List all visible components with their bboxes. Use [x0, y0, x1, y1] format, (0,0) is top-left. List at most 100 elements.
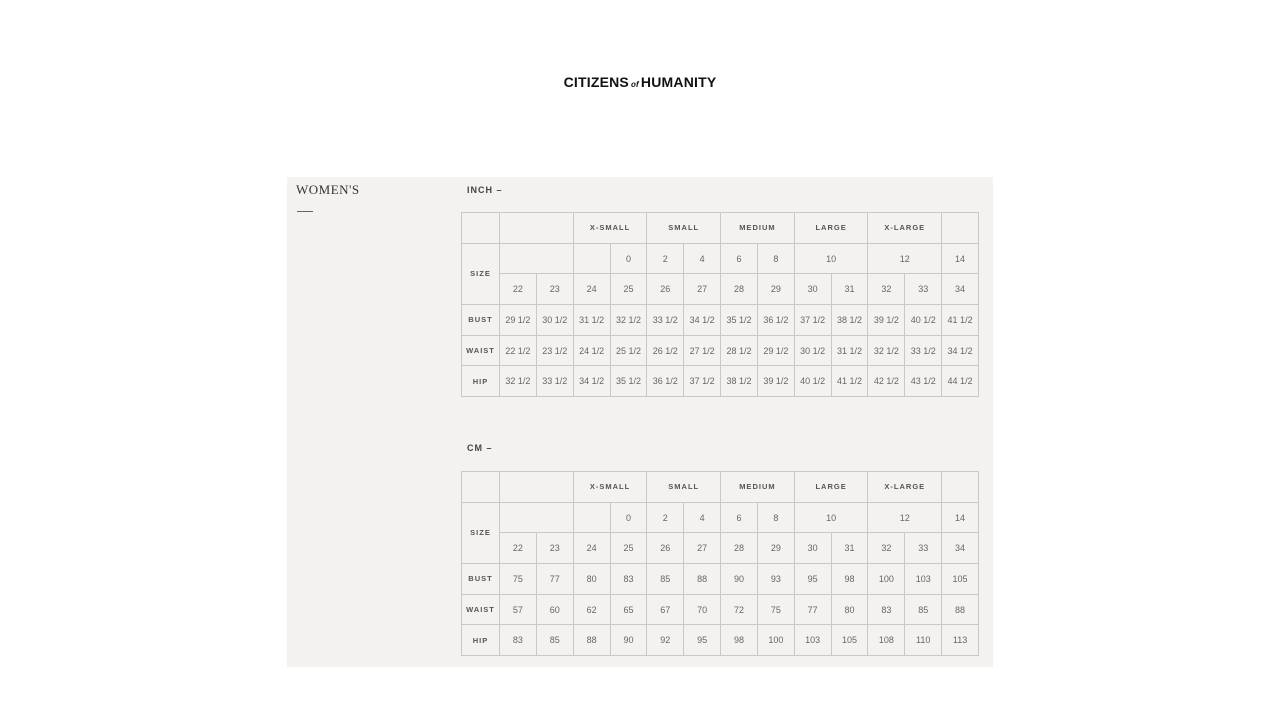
measurement-cell: 25 1/2: [609, 334, 648, 367]
measurement-cell: 31 1/2: [830, 334, 869, 367]
size-table-inch: X-SMALL SMALL MEDIUM LARGE X-LARGE SIZE 0 2 4 6 8 1…: [461, 212, 979, 398]
size-group-header: X-LARGE: [867, 212, 943, 244]
unit-label-cm: CM –: [467, 443, 493, 453]
waist-size-cell: 23: [535, 273, 574, 306]
us-size-cell: 8: [756, 242, 795, 275]
table-row: WAIST 22 1/2 23 1/2 24 1/2 25 1/2 26 1/2 27 1/…: [461, 334, 979, 367]
measurement-cell: 38 1/2: [720, 365, 758, 398]
measurement-cell: 30 1/2: [535, 304, 574, 336]
waist-size-cell: 26: [646, 532, 685, 565]
size-group-header: SMALL: [646, 212, 722, 244]
measurement-cell: 33 1/2: [646, 304, 685, 336]
measurement-cell: 85: [535, 624, 574, 657]
measurement-cell: 43 1/2: [904, 365, 943, 398]
table-row: BUST 29 1/2 30 1/2 31 1/2 32 1/2 33 1/2 34 1/2…: [461, 304, 979, 336]
measurement-cell: 27 1/2: [683, 334, 722, 367]
waist-size-cell: 28: [720, 273, 758, 306]
measurement-cell: 110: [904, 624, 943, 657]
waist-size-cell: 28: [720, 532, 758, 565]
waist-size-cell: 32: [867, 532, 906, 565]
empty-cell: [499, 212, 574, 244]
section-heading: WOMEN'S: [296, 182, 360, 197]
waist-size-cell: 30: [793, 273, 832, 306]
measurement-cell: 41 1/2: [941, 304, 979, 336]
measurement-cell: 33 1/2: [904, 334, 943, 367]
table-row: 22 23 24 25 26 27 28 29 30 31 32 33 34: [462, 532, 979, 565]
measurement-cell: 32 1/2: [609, 304, 648, 336]
measurement-cell: 28 1/2: [720, 334, 758, 367]
measurement-cell: 93: [756, 563, 795, 595]
measurement-cell: 105: [941, 563, 979, 595]
measurement-cell: 34 1/2: [941, 334, 979, 367]
measurement-cell: 24 1/2: [572, 334, 611, 367]
measurement-cell: 95: [793, 563, 832, 595]
us-size-cell: 4: [683, 501, 722, 534]
measurement-cell: 103: [904, 563, 943, 595]
table-row: SIZE 0 2 4 6 8 10 12 14: [461, 501, 979, 565]
us-size-cell: 6: [720, 242, 758, 275]
measurement-cell: 36 1/2: [756, 304, 795, 336]
table-row: X-SMALL SMALL MEDIUM LARGE X-LARGE: [461, 471, 979, 503]
waist-size-cell: 22: [499, 273, 537, 306]
waist-size-cell: 25: [609, 273, 648, 306]
measurement-cell: 85: [904, 593, 943, 626]
logo-text: of: [630, 80, 639, 89]
waist-size-cell: 34: [941, 273, 979, 306]
corner-cell: [461, 471, 500, 503]
us-size-cell: 10: [793, 242, 869, 275]
waist-size-cell: 33: [904, 532, 943, 565]
waist-size-cell: 27: [683, 273, 722, 306]
measurement-cell: 90: [609, 624, 648, 657]
measure-label: WAIST: [461, 593, 500, 626]
us-size-cell: 10: [793, 501, 869, 534]
measurement-cell: 65: [609, 593, 648, 626]
measure-label: HIP: [461, 365, 500, 398]
table-row: SIZE 0 2 4 6 8 10 12 14: [461, 242, 979, 306]
measurement-cell: 103: [793, 624, 832, 657]
measurement-cell: 83: [867, 593, 906, 626]
size-label: SIZE: [461, 242, 500, 306]
brand-logo: CITIZENS of HUMANITY: [0, 74, 1280, 90]
us-size-cell: 0: [609, 242, 648, 275]
waist-size-cell: 29: [756, 532, 795, 565]
us-size-cell: 6: [720, 501, 758, 534]
measurement-cell: 39 1/2: [867, 304, 906, 336]
waist-size-cell: 34: [941, 532, 979, 565]
us-size-cell: 8: [756, 501, 795, 534]
measure-label: BUST: [461, 563, 500, 595]
table-row: X-SMALL SMALL MEDIUM LARGE X-LARGE: [461, 212, 979, 244]
measurement-cell: 37 1/2: [793, 304, 832, 336]
measurement-cell: 36 1/2: [646, 365, 685, 398]
table-row: BUST 75 77 80 83 85 88 90 93 95 98 100 103 105: [461, 563, 979, 595]
size-group-header: LARGE: [793, 212, 869, 244]
waist-size-cell: 32: [867, 273, 906, 306]
table-row: 22 23 24 25 26 27 28 29 30 31 32 33 34: [462, 273, 979, 306]
measurement-cell: 29 1/2: [756, 334, 795, 367]
us-size-cell: 14: [941, 242, 979, 275]
measurement-cell: 35 1/2: [609, 365, 648, 398]
measurement-cell: 80: [572, 563, 611, 595]
measurement-cell: 108: [867, 624, 906, 657]
us-size-cell: 2: [646, 501, 685, 534]
measurement-cell: 29 1/2: [499, 304, 537, 336]
measurement-cell: 44 1/2: [941, 365, 979, 398]
measurement-cell: 113: [941, 624, 979, 657]
measurement-cell: 57: [499, 593, 537, 626]
waist-size-cell: 22: [499, 532, 537, 565]
unit-label-inch: INCH –: [467, 185, 503, 195]
waist-size-cell: 29: [756, 273, 795, 306]
measurement-cell: 67: [646, 593, 685, 626]
table-row: WAIST 57 60 62 65 67 70 72 75 77 80 83 85 88: [461, 593, 979, 626]
empty-cell: [499, 501, 574, 534]
size-group-header: SMALL: [646, 471, 722, 503]
corner-cell: [461, 212, 500, 244]
measurement-cell: 41 1/2: [830, 365, 869, 398]
waist-size-cell: 24: [572, 532, 611, 565]
empty-cell: [499, 242, 574, 275]
table-row: HIP 32 1/2 33 1/2 34 1/2 35 1/2 36 1/2 37 1/2 3…: [461, 365, 979, 398]
measurement-cell: 100: [756, 624, 795, 657]
us-size-cell: 0: [609, 501, 648, 534]
measurement-cell: 95: [683, 624, 722, 657]
measurement-cell: 40 1/2: [793, 365, 832, 398]
empty-cell: [572, 242, 611, 275]
